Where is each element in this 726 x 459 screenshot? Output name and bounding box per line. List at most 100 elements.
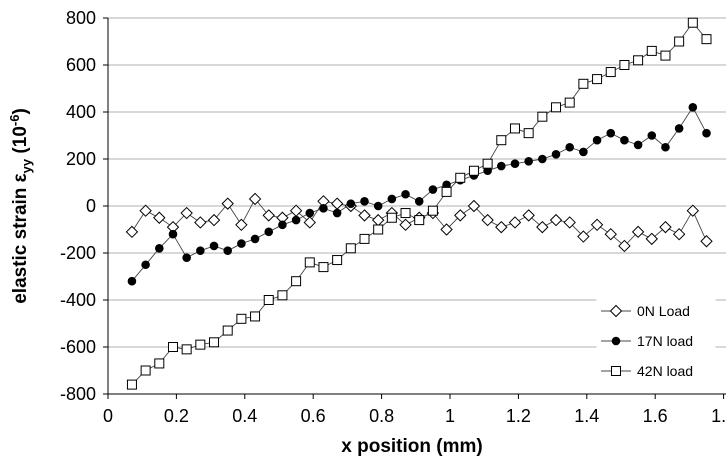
point: [592, 74, 603, 85]
point: [522, 209, 535, 222]
legend: 0N Load 17N load 42N load: [596, 295, 716, 387]
point: [701, 34, 712, 45]
point: [207, 213, 221, 227]
point: [262, 209, 275, 222]
point: [495, 220, 508, 234]
point: [180, 206, 193, 220]
point: [592, 135, 602, 145]
point: [605, 67, 616, 78]
point: [236, 313, 247, 324]
x-tick-label: 1.8: [711, 406, 726, 426]
point: [674, 36, 685, 47]
point: [139, 204, 152, 217]
point: [181, 344, 192, 355]
point: [223, 246, 232, 255]
point: [688, 103, 698, 112]
point: [551, 150, 561, 159]
x-tick-label: 0.4: [232, 406, 257, 426]
point: [702, 128, 711, 138]
point: [155, 244, 164, 253]
legend-marker: [611, 336, 621, 346]
series-line: [131, 106, 707, 282]
point: [237, 239, 246, 248]
point: [332, 208, 342, 218]
y-tick-label: -400: [60, 290, 96, 310]
point: [401, 189, 410, 199]
point: [454, 209, 467, 222]
y-axis-label: elastic strain εyy (10-6): [7, 108, 34, 304]
point: [141, 260, 150, 270]
point: [304, 257, 315, 268]
point: [578, 78, 589, 89]
point: [278, 220, 287, 230]
y-tick-label: 600: [66, 55, 96, 75]
point: [564, 97, 575, 108]
legend-marker: [611, 366, 621, 376]
x-tick-label: 1.6: [643, 406, 668, 426]
point: [579, 147, 588, 157]
point: [414, 215, 425, 226]
point: [563, 216, 576, 229]
y-label-sup: -6: [7, 115, 22, 127]
point: [538, 154, 547, 164]
point: [371, 213, 385, 227]
point: [168, 229, 178, 239]
point: [414, 197, 424, 206]
y-tick-label: -800: [60, 384, 96, 404]
legend-marker: [609, 304, 623, 318]
point: [468, 165, 479, 176]
point: [537, 111, 548, 122]
point: [125, 225, 139, 239]
point: [647, 131, 657, 140]
x-tick-label: 1.2: [506, 406, 531, 426]
point: [303, 216, 316, 229]
y-label-close: ): [10, 108, 31, 114]
point: [604, 227, 617, 241]
point: [264, 227, 274, 237]
point: [633, 55, 644, 66]
point: [633, 140, 643, 150]
point: [167, 342, 178, 352]
point: [126, 379, 137, 390]
point: [687, 17, 698, 28]
point: [221, 197, 234, 210]
point: [590, 218, 604, 232]
point: [510, 159, 520, 168]
point: [235, 218, 248, 232]
point: [509, 123, 520, 134]
point: [441, 186, 452, 197]
point: [536, 220, 549, 234]
point: [619, 60, 630, 70]
point: [194, 216, 207, 229]
point: [700, 235, 713, 248]
y-tick-label: 800: [66, 8, 96, 28]
point: [482, 158, 493, 169]
point: [631, 225, 645, 239]
x-tick-label: 1: [445, 406, 455, 426]
point: [318, 262, 329, 273]
point: [332, 255, 343, 266]
point: [428, 185, 438, 194]
point: [661, 142, 670, 152]
x-axis-label: x position (mm): [341, 436, 482, 457]
point: [686, 204, 700, 217]
point: [277, 290, 288, 301]
point: [250, 234, 260, 244]
point: [373, 201, 383, 211]
point: [359, 233, 370, 244]
point: [467, 199, 481, 213]
point: [577, 230, 590, 243]
point: [346, 199, 356, 208]
point: [209, 241, 219, 251]
y-tick-label: 200: [66, 149, 96, 169]
point: [196, 246, 205, 255]
point: [524, 157, 533, 166]
point: [496, 135, 507, 146]
legend-label: 42N load: [637, 363, 693, 379]
point: [345, 243, 356, 254]
point: [523, 128, 534, 139]
point: [551, 102, 562, 113]
point: [645, 232, 658, 246]
point: [263, 295, 274, 305]
x-tick-label: 1.4: [574, 406, 599, 426]
